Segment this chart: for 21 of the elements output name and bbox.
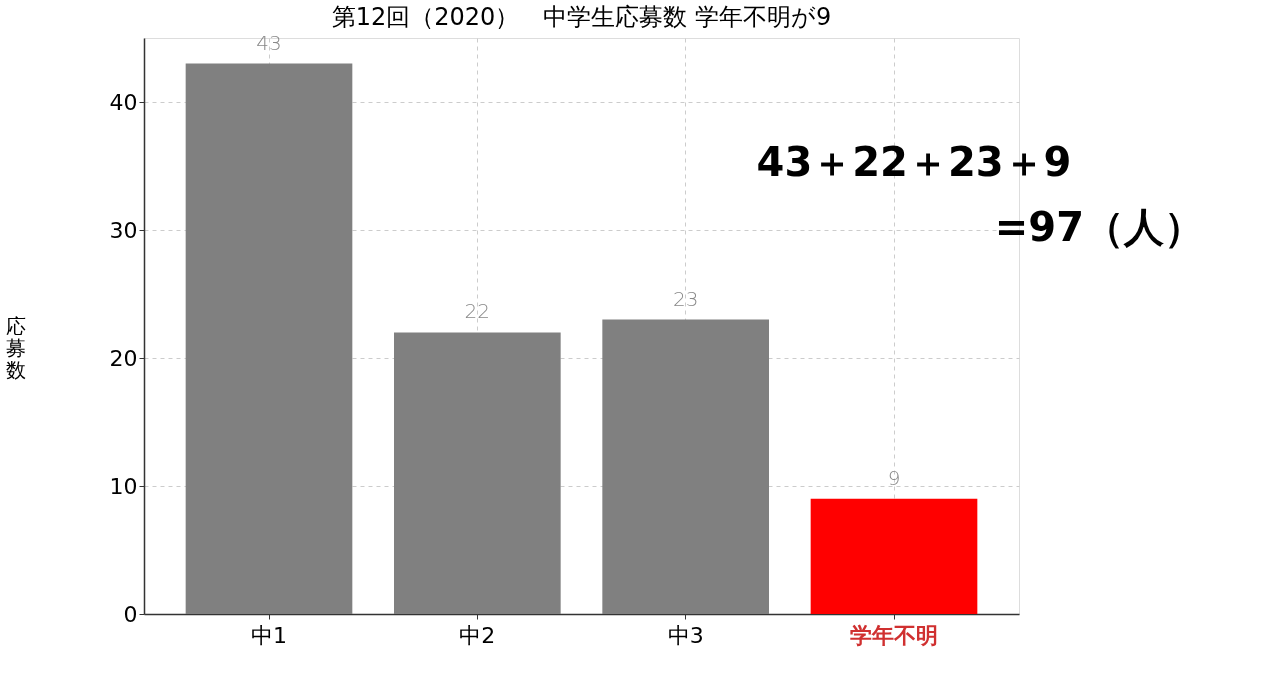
data-label: 22: [464, 299, 491, 324]
data-label: 9: [887, 465, 901, 490]
x-tick-label: 中2: [459, 622, 496, 648]
bar: [185, 63, 353, 614]
y-tick-label: 20: [109, 345, 138, 371]
annotation: =97（人）: [994, 204, 1204, 250]
x-tick-label: 中1: [251, 622, 287, 648]
chart-title: 第12回（2020） 中学生応募数 学年不明が9: [331, 2, 832, 31]
x-tick-label: 中3: [667, 622, 704, 648]
data-label: 43: [256, 30, 282, 55]
y-axis-title: 応募数: [5, 313, 26, 382]
annotation: 43＋22＋23＋9: [756, 139, 1072, 185]
bar: [810, 498, 978, 614]
data-label: 23: [672, 286, 699, 311]
x-tick-label: 学年不明: [850, 622, 938, 648]
y-tick-label: 30: [109, 217, 138, 243]
bar: [602, 319, 769, 614]
y-tick-label: 10: [109, 473, 138, 499]
y-tick-label: 0: [123, 601, 138, 627]
bar: [394, 332, 561, 614]
y-tick-label: 40: [109, 89, 138, 115]
